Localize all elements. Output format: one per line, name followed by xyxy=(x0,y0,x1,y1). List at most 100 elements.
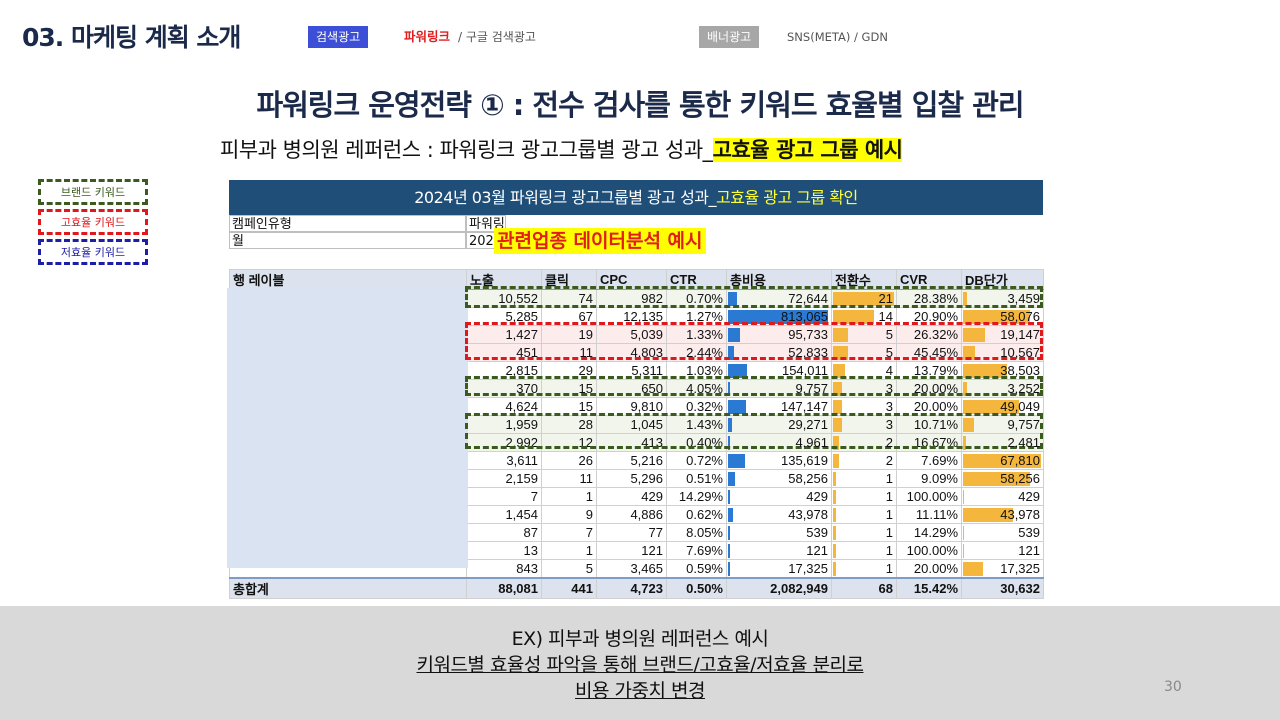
cell-impressions: 13 xyxy=(466,541,542,560)
impressions-value: 451 xyxy=(516,345,538,360)
db-cost-data-bar xyxy=(963,508,1014,522)
subtitle-prefix: 피부과 병의원 레퍼런스 : 파워링크 광고그룹별 광고 성과_ xyxy=(220,138,713,162)
db-cost-data-bar xyxy=(963,310,1030,324)
cell-clicks: 7 xyxy=(541,523,597,542)
cpc-value: 5,296 xyxy=(630,471,663,486)
clicks-value: 15 xyxy=(578,381,593,396)
cell-ctr: 0.51% xyxy=(666,469,727,488)
clicks-value: 5 xyxy=(585,560,593,576)
db-cost-value: 67,810 xyxy=(1000,453,1040,468)
cell-cost: 121 xyxy=(726,541,832,560)
conversions-data-bar xyxy=(833,526,836,540)
cell-impressions: 843 xyxy=(466,559,542,578)
db-cost-data-bar xyxy=(963,346,976,360)
db-cost-data-bar xyxy=(963,364,1008,378)
impressions-value: 5,285 xyxy=(505,309,538,324)
cost-data-bar xyxy=(728,436,730,450)
ctr-value: 1.27% xyxy=(686,309,723,324)
cost-value: 17,325 xyxy=(788,560,828,576)
col-header[interactable]: CVR xyxy=(896,269,962,290)
cell-clicks: 1 xyxy=(541,541,597,560)
col-header[interactable]: CPC xyxy=(596,269,667,290)
filter-value[interactable]: 파워링크 ⊻ xyxy=(466,215,506,232)
brand-keyword-frame xyxy=(465,376,1043,396)
conversions-value: 2 xyxy=(885,435,893,450)
legend-high-efficiency: 고효율 키워드 xyxy=(38,209,148,235)
impressions-value: 1,959 xyxy=(505,417,538,432)
col-header[interactable]: 노출 xyxy=(466,269,542,290)
total-cpc: 4,723 xyxy=(596,576,667,599)
cost-data-bar xyxy=(728,508,734,522)
db-cost-data-bar xyxy=(963,454,1041,468)
cell-cvr: 20.00% xyxy=(896,397,962,416)
cost-data-bar xyxy=(728,310,828,324)
ctr-value: 1.33% xyxy=(686,327,723,342)
conversions-value: 1 xyxy=(885,507,893,522)
tag-banner-sub: SNS(META) / GDN xyxy=(787,30,888,44)
col-header[interactable]: 전환수 xyxy=(831,269,897,290)
impressions-value: 843 xyxy=(516,560,538,576)
cell-db-cost: 9,757 xyxy=(961,415,1044,434)
cell-clicks: 1 xyxy=(541,487,597,506)
table-title: 2024년 03월 파워링크 광고그룹별 광고 성과_고효율 광고 그룹 확인 xyxy=(229,180,1043,215)
db-cost-data-bar xyxy=(963,472,1030,486)
cell-clicks: 5 xyxy=(541,559,597,578)
page-number: 30 xyxy=(1164,679,1182,695)
cell-conversions: 2 xyxy=(831,451,897,470)
cpc-value: 1,045 xyxy=(630,417,663,432)
cost-value: 29,271 xyxy=(788,417,828,432)
cost-value: 147,147 xyxy=(781,399,828,414)
cell-cvr: 7.69% xyxy=(896,451,962,470)
cell-db-cost: 49,049 xyxy=(961,397,1044,416)
cell-cpc: 5,311 xyxy=(596,361,667,380)
col-header[interactable]: 행 레이블 xyxy=(229,269,467,290)
cpc-value: 3,465 xyxy=(630,560,663,576)
db-cost-data-bar xyxy=(963,418,975,432)
col-header[interactable]: CTR xyxy=(666,269,727,290)
cell-conversions: 1 xyxy=(831,541,897,560)
clicks-value: 19 xyxy=(578,327,593,342)
conversions-data-bar xyxy=(833,508,836,522)
cell-cvr: 20.00% xyxy=(896,559,962,578)
cvr-value: 28.38% xyxy=(913,291,958,306)
cpc-value: 121 xyxy=(641,543,663,558)
cvr-value: 100.00% xyxy=(906,543,958,558)
brand-keyword-frame xyxy=(465,286,1043,308)
cpc-value: 12,135 xyxy=(623,309,663,324)
legend-brand: 브랜드 키워드 xyxy=(38,179,148,205)
conversions-data-bar xyxy=(833,310,874,324)
conversions-value: 1 xyxy=(885,543,893,558)
cpc-value: 650 xyxy=(641,381,663,396)
cvr-value: 100.00% xyxy=(906,489,958,504)
db-cost-value: 9,757 xyxy=(1007,417,1040,432)
cell-cvr: 10.71% xyxy=(896,415,962,434)
cost-value: 154,011 xyxy=(781,363,828,378)
ctr-value: 4.05% xyxy=(686,381,723,396)
ctr-value: 0.70% xyxy=(686,291,723,306)
cell-cpc: 1,045 xyxy=(596,415,667,434)
cell-db-cost: 539 xyxy=(961,523,1044,542)
conversions-data-bar xyxy=(833,346,848,360)
cell-conversions: 21 xyxy=(831,289,897,308)
table-title-highlight: 고효율 광고 그룹 확인 xyxy=(716,188,858,207)
db-cost-data-bar xyxy=(963,562,983,576)
col-header[interactable]: 클릭 xyxy=(541,269,597,290)
cvr-value: 20.00% xyxy=(913,381,958,396)
conversions-data-bar xyxy=(833,328,848,342)
table-title-prefix: 2024년 03월 파워링크 광고그룹별 광고 성과_ xyxy=(414,188,717,207)
conversions-value: 4 xyxy=(885,363,893,378)
cell-conversions: 1 xyxy=(831,469,897,488)
cell-cvr: 14.29% xyxy=(896,523,962,542)
cell-cpc: 9,810 xyxy=(596,397,667,416)
ctr-value: 0.72% xyxy=(686,453,723,468)
high-efficiency-frame xyxy=(465,322,1043,360)
cell-conversions: 1 xyxy=(831,505,897,524)
cell-cost: 147,147 xyxy=(726,397,832,416)
total-ctr: 0.50% xyxy=(666,576,727,599)
section-title: 03. 마케팅 계획 소개 xyxy=(22,23,241,52)
clicks-value: 74 xyxy=(578,291,593,306)
cell-cost: 429 xyxy=(726,487,832,506)
conversions-value: 3 xyxy=(885,399,893,414)
total-cost: 2,082,949 xyxy=(726,576,832,599)
cost-value: 4,961 xyxy=(795,435,828,450)
